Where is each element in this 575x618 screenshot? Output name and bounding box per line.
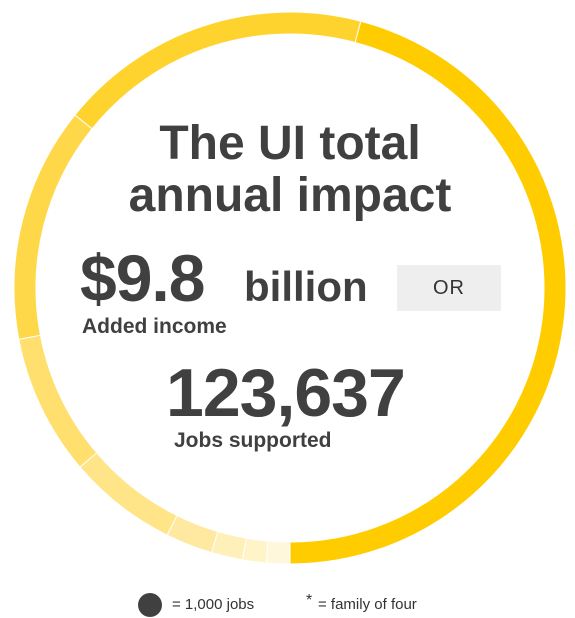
donut-segment-5 xyxy=(80,453,177,535)
legend-jobs-note: = 1,000 jobs xyxy=(172,596,255,613)
jobs-supported-value: 123,637 xyxy=(166,355,406,431)
added-income-unit: billion xyxy=(244,263,368,310)
donut-segment-4 xyxy=(19,335,97,467)
jobs-supported-label: Jobs supported xyxy=(174,429,332,452)
legend-family-note: = family of four xyxy=(318,596,417,613)
donut-segment-8 xyxy=(243,538,268,563)
donut-segment-2 xyxy=(75,12,361,129)
title-line-2: annual impact xyxy=(128,169,452,222)
title-line-1: The UI total xyxy=(159,117,421,170)
donut-segment-3 xyxy=(14,115,92,339)
or-separator: OR xyxy=(397,265,501,311)
donut-segment-9 xyxy=(266,541,290,564)
added-income-label: Added income xyxy=(82,315,227,338)
chart-title: The UI total annual impact xyxy=(90,118,490,222)
impact-donut-chart xyxy=(14,12,566,564)
legend-star: * xyxy=(306,592,313,609)
job-dot-icon xyxy=(138,593,162,617)
donut-segment-7 xyxy=(212,532,246,560)
added-income-value: $9.8 xyxy=(80,241,205,315)
donut-segment-1 xyxy=(290,21,566,564)
donut-segment-6 xyxy=(167,516,218,552)
